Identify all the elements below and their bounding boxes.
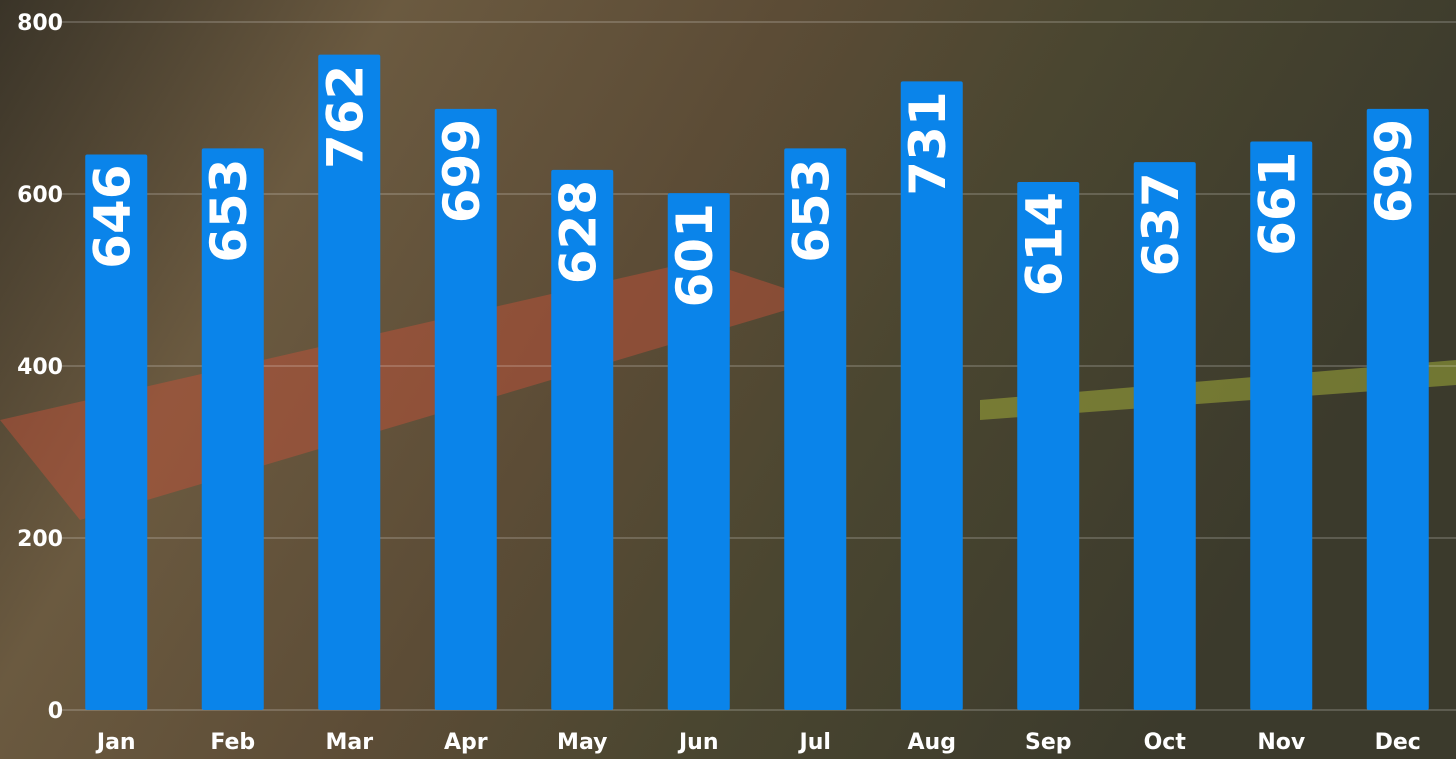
value-label: 699 [1365, 119, 1423, 223]
value-label: 614 [1016, 192, 1074, 296]
x-tick-label: Sep [1025, 730, 1072, 755]
value-label: 637 [1132, 172, 1190, 276]
y-tick-label: 600 [17, 183, 63, 208]
value-label: 628 [550, 180, 608, 284]
y-tick-label: 400 [17, 355, 63, 380]
y-tick-label: 200 [17, 527, 63, 552]
value-label: 646 [84, 164, 142, 268]
x-tick-label: Mar [325, 730, 373, 755]
value-label: 653 [783, 158, 841, 262]
x-tick-label: Jan [95, 730, 136, 755]
x-tick-label: Jun [677, 730, 719, 755]
value-label: 653 [200, 158, 258, 262]
value-label: 661 [1249, 152, 1307, 256]
chart: 0 200 400 600 800 Jan 646 Feb 653 Mar 762 Apr 699 May… [0, 0, 1456, 759]
y-tick-label: 0 [48, 699, 63, 724]
x-tick-label: Dec [1375, 730, 1421, 755]
x-tick-label: Oct [1144, 730, 1187, 755]
y-tick-label: 800 [17, 11, 63, 36]
x-tick-label: Aug [908, 730, 956, 755]
value-label: 601 [666, 203, 724, 307]
x-tick-label: Jul [798, 730, 831, 755]
x-tick-label: May [557, 730, 607, 755]
page: 0 200 400 600 800 Jan 646 Feb 653 Mar 762 Apr 699 May… [0, 0, 1456, 759]
x-tick-label: Feb [210, 730, 255, 755]
value-label: 762 [317, 65, 375, 169]
x-tick-label: Apr [444, 730, 488, 755]
value-label: 699 [433, 119, 491, 223]
value-label: 731 [899, 91, 957, 195]
x-tick-label: Nov [1257, 730, 1306, 755]
